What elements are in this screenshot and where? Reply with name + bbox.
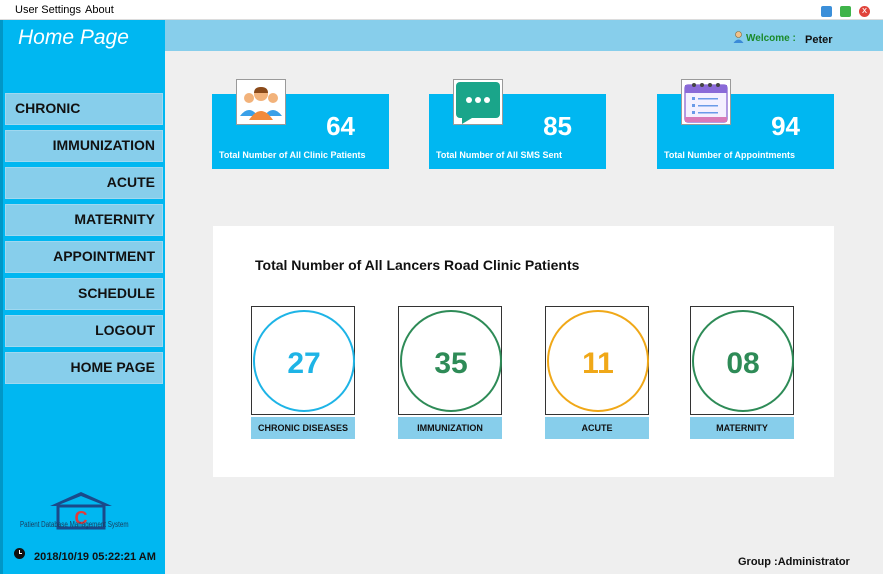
category-value-immunization: 35 [434, 347, 468, 380]
user-group-label: Group :Administrator [738, 556, 850, 568]
patients-summary-panel: Total Number of All Lancers Road Clinic … [213, 226, 834, 477]
user-name: Peter [805, 34, 833, 46]
welcome-label: Welcome : [746, 33, 796, 44]
nav-home-page[interactable]: HOME PAGE [5, 352, 163, 384]
user-icon [733, 31, 744, 43]
stat-card-patients[interactable]: 64 Total Number of All Clinic Patients [212, 79, 389, 169]
maximize-button[interactable] [840, 6, 851, 17]
category-label-acute: ACUTE [545, 417, 649, 439]
category-label-maternity: MATERNITY [690, 417, 794, 439]
house-logo-icon: C [50, 492, 112, 530]
category-card-maternity[interactable]: 08 [690, 306, 794, 415]
menu-about[interactable]: About [85, 4, 114, 16]
header-bar: Welcome : Peter [165, 20, 883, 51]
category-value-chronic-diseases: 27 [287, 347, 321, 380]
category-circle: 11 [547, 310, 649, 412]
calendar-icon [681, 79, 731, 125]
nav-logout[interactable]: LOGOUT [5, 315, 163, 347]
clock-icon [14, 548, 25, 559]
nav-appointment[interactable]: APPOINTMENT [5, 241, 163, 273]
stat-value-patients: 64 [326, 111, 355, 141]
menu-bar: User Settings About x [0, 0, 883, 20]
nav-schedule[interactable]: SCHEDULE [5, 278, 163, 310]
category-value-acute: 11 [582, 347, 614, 380]
category-card-immunization[interactable]: 35 [398, 306, 502, 415]
page-title: Home Page [18, 26, 129, 49]
stat-card-sms[interactable]: 85 Total Number of All SMS Sent [429, 79, 606, 169]
category-circle: 35 [400, 310, 502, 412]
logo-caption: Patient Database Management System [20, 520, 129, 529]
category-circle: 08 [692, 310, 794, 412]
menu-user-settings[interactable]: User Settings [15, 4, 82, 16]
datetime-display: 2018/10/19 05:22:21 AM [34, 551, 156, 563]
stat-value-appointments: 94 [771, 111, 800, 141]
panel-title: Total Number of All Lancers Road Clinic … [255, 257, 580, 273]
nav-immunization[interactable]: IMMUNIZATION [5, 130, 163, 162]
category-card-acute[interactable]: 11 [545, 306, 649, 415]
patients-group-icon [236, 79, 286, 125]
sms-chat-icon [453, 79, 503, 125]
nav-chronic-diseases[interactable]: CHRONIC DISEASES [5, 93, 163, 144]
logo-letter: C [75, 508, 88, 528]
stat-label-patients: Total Number of All Clinic Patients [219, 150, 366, 160]
sidebar: Home Page CHRONIC DISEASES IMMUNIZATION … [0, 20, 165, 574]
category-label-immunization: IMMUNIZATION [398, 417, 502, 439]
nav-maternity[interactable]: MATERNITY [5, 204, 163, 236]
nav-acute[interactable]: ACUTE [5, 167, 163, 199]
stat-card-appointments[interactable]: 94 Total Number of Appointments [657, 79, 834, 169]
close-button[interactable]: x [859, 6, 870, 17]
category-card-chronic-diseases[interactable]: 27 [251, 306, 355, 415]
stat-label-appointments: Total Number of Appointments [664, 150, 795, 160]
sidebar-edge [0, 20, 3, 574]
category-value-maternity: 08 [726, 347, 760, 380]
category-circle: 27 [253, 310, 355, 412]
minimize-button[interactable] [821, 6, 832, 17]
stat-value-sms: 85 [543, 111, 572, 141]
category-label-chronic-diseases: CHRONIC DISEASES [251, 417, 355, 439]
stat-label-sms: Total Number of All SMS Sent [436, 150, 563, 160]
